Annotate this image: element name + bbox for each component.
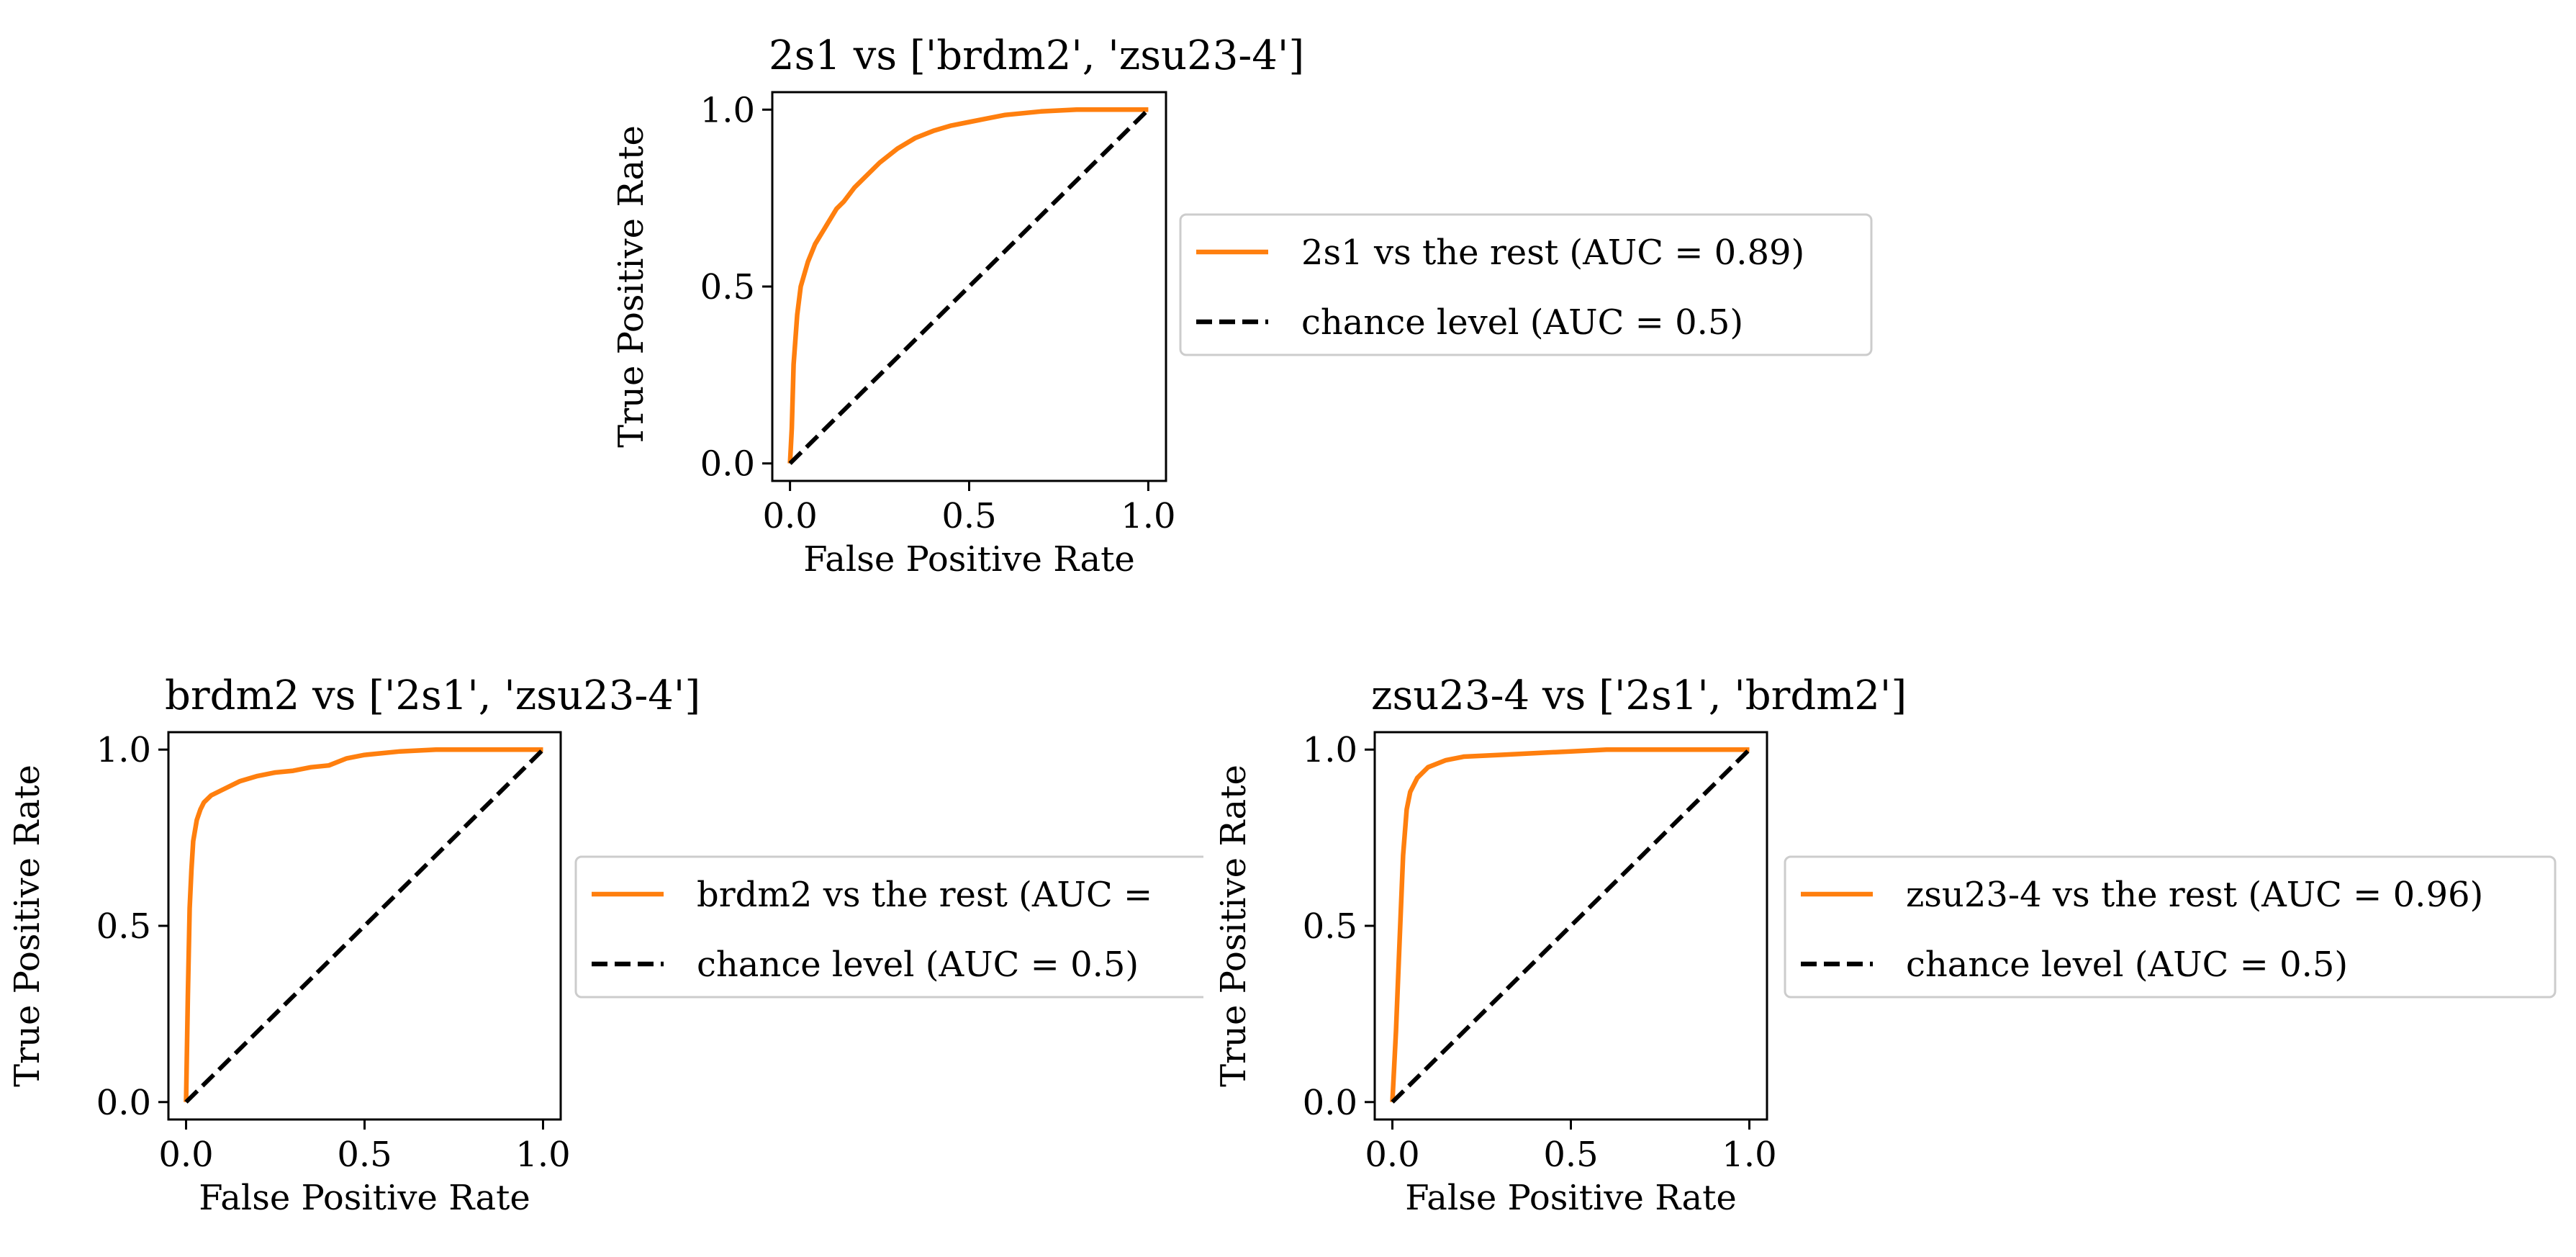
chance-level-line bbox=[184, 748, 545, 1104]
legend-box bbox=[1784, 855, 2557, 999]
x-tick-label: 1.0 bbox=[515, 1135, 570, 1175]
y-tick-label: 0.5 bbox=[700, 267, 755, 307]
chart-panel-2: brdm2 vs ['2s1', 'zsu23-4'] 0.0 0.5 1.0 0.0 0… bbox=[7, 672, 1203, 1218]
y-axis-label: True Positive Rate bbox=[1214, 765, 1254, 1087]
x-axis-label: False Positive Rate bbox=[803, 539, 1135, 580]
x-tick-label: 0.5 bbox=[1543, 1135, 1598, 1175]
y-tick-label: 0.5 bbox=[96, 906, 151, 947]
x-tick-label: 0.0 bbox=[762, 496, 817, 536]
roc-curve-line bbox=[787, 107, 1149, 464]
chart-panel-3: zsu23-4 vs ['2s1', 'brdm2'] 0.0 0.5 1.0 0.0 0… bbox=[1214, 672, 2557, 1218]
x-axis-label: False Positive Rate bbox=[1405, 1178, 1737, 1218]
chance-level-line bbox=[1391, 748, 1751, 1104]
y-axis-label: True Positive Rate bbox=[611, 125, 651, 448]
y-tick-label: 1.0 bbox=[700, 90, 755, 130]
x-tick-label: 1.0 bbox=[1722, 1135, 1776, 1175]
x-tick-label: 0.0 bbox=[158, 1135, 213, 1175]
chart-title: 2s1 vs ['brdm2', 'zsu23-4'] bbox=[769, 32, 1304, 79]
chance-level-line bbox=[788, 108, 1150, 465]
y-tick-label: 0.0 bbox=[1303, 1083, 1357, 1123]
x-tick-label: 0.0 bbox=[1365, 1135, 1419, 1175]
x-axis-label: False Positive Rate bbox=[199, 1178, 530, 1218]
legend-label: chance level (AUC = 0.5) bbox=[697, 945, 1139, 985]
roc-curve-line bbox=[184, 747, 543, 1102]
y-tick-label: 1.0 bbox=[1303, 730, 1357, 770]
y-axis-label: True Positive Rate bbox=[7, 765, 48, 1087]
y-tick-label: 0.0 bbox=[700, 444, 755, 485]
x-tick-label: 0.5 bbox=[941, 496, 996, 536]
chart-panel-1: 2s1 vs ['brdm2', 'zsu23-4'] 0.0 0.5 1.0 0.0 0… bbox=[611, 32, 1873, 580]
y-tick-label: 0.0 bbox=[96, 1083, 151, 1123]
legend-label: zsu23-4 vs the rest (AUC = 0.96) bbox=[1906, 875, 2483, 915]
legend-box bbox=[1179, 213, 1873, 356]
legend-label: chance level (AUC = 0.5) bbox=[1301, 302, 1743, 343]
x-tick-label: 0.5 bbox=[337, 1135, 392, 1175]
legend: zsu23-4 vs the rest (AUC = 0.96) chance l… bbox=[1784, 855, 2557, 999]
chart-title: brdm2 vs ['2s1', 'zsu23-4'] bbox=[165, 672, 700, 719]
y-tick-label: 0.5 bbox=[1303, 906, 1357, 947]
chart-title: zsu23-4 vs ['2s1', 'brdm2'] bbox=[1371, 672, 1907, 719]
roc-curve-line bbox=[1390, 747, 1750, 1102]
legend-box bbox=[574, 855, 1203, 999]
legend-label: chance level (AUC = 0.5) bbox=[1906, 945, 2348, 985]
x-tick-label: 1.0 bbox=[1121, 496, 1175, 536]
y-tick-label: 1.0 bbox=[96, 730, 151, 770]
legend-label: 2s1 vs the rest (AUC = 0.89) bbox=[1301, 233, 1804, 273]
legend: 2s1 vs the rest (AUC = 0.89) chance level… bbox=[1179, 213, 1873, 356]
legend: brdm2 vs the rest (AUC = chance level (AU… bbox=[574, 855, 1203, 999]
legend-label: brdm2 vs the rest (AUC = bbox=[697, 875, 1152, 915]
